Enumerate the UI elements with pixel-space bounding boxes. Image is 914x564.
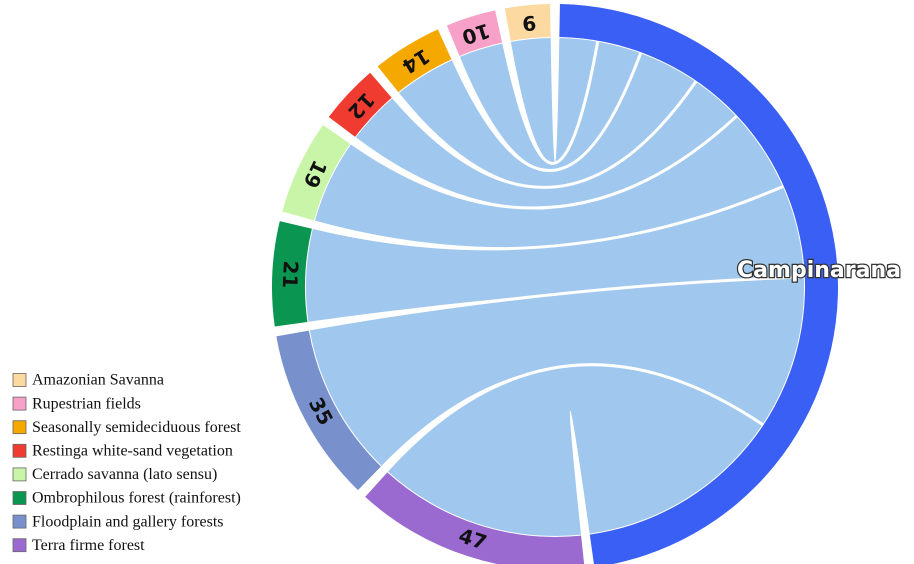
target-arc <box>559 4 838 564</box>
legend-swatch <box>12 443 27 458</box>
source-arc <box>282 124 351 221</box>
legend-label: Rupestrian fields <box>32 395 141 412</box>
legend-label: Restinga white-sand vegetation <box>32 442 233 459</box>
source-arc <box>377 29 452 93</box>
source-arc <box>504 4 551 41</box>
source-arc <box>272 221 312 327</box>
legend-label: Cerrado savanna (lato sensu) <box>32 466 217 483</box>
value-label: 21 <box>278 260 303 289</box>
value-label: 9 <box>521 11 537 36</box>
legend-swatch <box>12 538 27 553</box>
legend-label: Seasonally semideciduous forest <box>32 419 241 436</box>
legend-label: Terra firme forest <box>32 537 145 554</box>
source-arc <box>328 72 392 137</box>
ribbon <box>383 363 766 539</box>
legend-label: Amazonian Savanna <box>32 372 164 389</box>
legend-swatch <box>12 373 27 387</box>
legend-swatch <box>12 514 27 529</box>
legend-swatch <box>12 396 27 411</box>
legend-label: Ombrophilous forest (rainforest) <box>32 490 241 507</box>
source-arc <box>365 472 585 564</box>
source-arc <box>276 330 381 491</box>
target-label: Campinarana <box>737 258 901 283</box>
legend-swatch <box>12 491 27 505</box>
legend-label: Floodplain and gallery forests <box>32 513 224 530</box>
legend-swatch <box>12 467 27 482</box>
legend-swatch <box>12 420 27 435</box>
source-arc <box>446 10 503 56</box>
